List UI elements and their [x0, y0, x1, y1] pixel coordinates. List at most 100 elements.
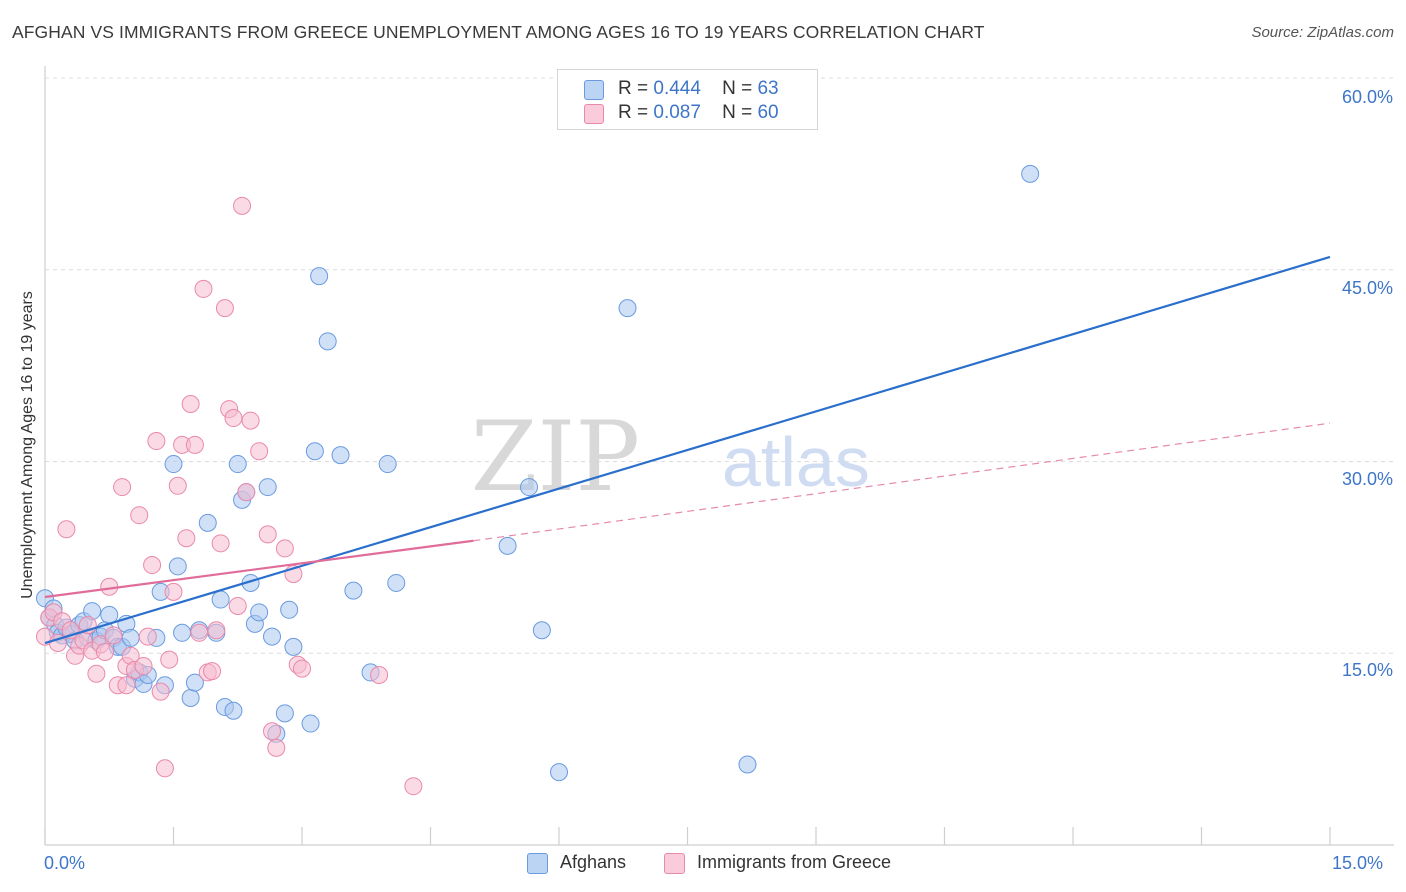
greece-point: [267, 738, 286, 757]
r-value-afghans: 0.444: [653, 78, 701, 99]
greece-point: [233, 196, 252, 215]
y-tick-label-30: 30.0%: [1341, 469, 1393, 489]
greece-point: [237, 483, 256, 502]
greece-point: [250, 442, 269, 461]
afghans-point: [331, 446, 350, 465]
greece-point: [138, 627, 157, 646]
greece-point: [104, 626, 123, 645]
greece-point: [404, 777, 423, 796]
greece-point: [293, 659, 311, 678]
legend-swatch-greece: [584, 104, 604, 124]
afghans-point: [284, 637, 303, 656]
trend-line-afghans: [44, 255, 1331, 645]
legend-swatch-afghans: [527, 853, 548, 874]
afghans-point: [173, 623, 192, 642]
r-label: R =: [618, 102, 649, 123]
greece-point: [181, 394, 200, 413]
afghans-point: [344, 581, 363, 600]
n-label: N =: [722, 78, 753, 99]
afghans-point: [224, 701, 243, 720]
legend-label-greece: Immigrants from Greece: [697, 852, 892, 872]
afghans-point: [618, 299, 637, 318]
greece-point: [87, 664, 106, 683]
afghans-point: [532, 621, 551, 640]
watermark-zip: ZIP: [471, 401, 640, 513]
afghans-point: [275, 704, 294, 723]
n-label: N =: [722, 102, 753, 123]
afghans-point: [211, 590, 230, 609]
x-tick-label-min: 0.0%: [44, 853, 86, 873]
axes: [44, 66, 1394, 846]
greece-point: [147, 432, 166, 451]
greece-point: [190, 623, 209, 642]
greece-point: [164, 582, 183, 601]
afghans-point: [185, 673, 204, 692]
greece-point: [211, 534, 230, 553]
greece-point: [113, 478, 132, 497]
x-tick-label-max: 15.0%: [1332, 853, 1384, 873]
legend-swatch-greece: [664, 853, 685, 874]
trend-lines: [44, 255, 1331, 645]
greece-point: [177, 529, 196, 548]
greece-point: [275, 539, 294, 558]
greece-point: [203, 662, 222, 681]
afghans-point: [198, 513, 217, 532]
afghans-point: [250, 603, 269, 622]
greece-point: [241, 411, 260, 430]
r-label: R =: [618, 78, 649, 99]
afghans-point: [228, 455, 247, 474]
stats-legend: R = 0.444 N = 63 R = 0.087 N = 60: [557, 69, 818, 130]
chart-source: Source: ZipAtlas.com: [1251, 24, 1394, 41]
greece-point: [215, 299, 234, 318]
greece-point: [155, 759, 174, 778]
greece-point: [95, 642, 114, 661]
gridlines: [45, 77, 1394, 654]
y-tick-label-15: 15.0%: [1341, 660, 1393, 680]
n-value-afghans: 63: [757, 78, 779, 99]
watermark: ZIP atlas: [471, 401, 870, 513]
legend-label-afghans: Afghans: [560, 852, 627, 872]
n-value-greece: 60: [757, 102, 779, 123]
afghans-point: [498, 536, 517, 555]
y-tick-label-60: 60.0%: [1341, 87, 1393, 107]
greece-point: [185, 435, 204, 454]
series-greece-points: [36, 196, 423, 796]
afghans-point: [181, 688, 200, 707]
afghans-point: [378, 455, 397, 474]
afghans-point: [1021, 164, 1040, 183]
afghans-point: [738, 755, 757, 774]
afghans-point: [168, 557, 187, 576]
greece-point: [370, 665, 389, 684]
greece-point: [130, 506, 149, 525]
r-value-greece: 0.087: [653, 102, 701, 123]
greece-point: [224, 409, 243, 428]
chart-title: AFGHAN VS IMMIGRANTS FROM GREECE UNEMPLO…: [12, 22, 985, 42]
greece-point: [143, 556, 162, 575]
afghans-point: [310, 267, 329, 286]
trend-line-greece-extension: [473, 422, 1331, 542]
series-legend: Afghans Immigrants from Greece: [0, 852, 1406, 876]
trend-line-greece: [44, 539, 474, 599]
afghans-point: [305, 442, 324, 461]
afghans-point: [301, 714, 320, 733]
afghans-point: [520, 478, 539, 497]
legend-swatch-afghans: [584, 80, 604, 100]
greece-point: [57, 520, 76, 539]
afghans-point: [164, 455, 183, 474]
greece-point: [263, 722, 282, 741]
afghans-point: [550, 763, 568, 782]
greece-point: [134, 657, 153, 676]
watermark-atlas: atlas: [722, 423, 870, 501]
afghans-point: [258, 478, 277, 497]
afghans-point: [121, 628, 140, 647]
afghans-point: [280, 600, 299, 619]
series-afghans-points: [36, 164, 1040, 782]
greece-point: [228, 596, 247, 615]
greece-point: [117, 676, 136, 695]
greece-point: [160, 650, 179, 669]
afghans-point: [318, 332, 337, 351]
y-tick-label-45: 45.0%: [1341, 278, 1393, 298]
greece-point: [168, 476, 187, 495]
greece-point: [194, 279, 213, 298]
